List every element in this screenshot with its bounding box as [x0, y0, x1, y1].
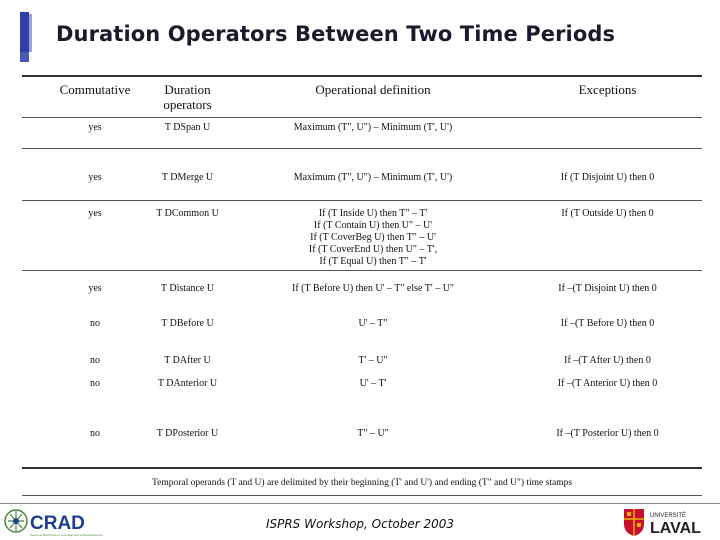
cell-operator: T DAfter U	[164, 355, 211, 366]
cell-definition: If (T Before U) then U' – T" else T' – U…	[258, 283, 488, 295]
cell-commutative: yes	[88, 172, 102, 183]
header-duration-operators-line2: operators	[163, 97, 212, 112]
cell-exception: If –(T Before U) then 0	[560, 318, 655, 329]
cell-operator: T DSpan U	[164, 122, 211, 133]
footnote: Temporal operands (T and U) are delimite…	[151, 478, 573, 488]
cell-commutative: no	[90, 378, 100, 389]
definition-line: Maximum (T", U") – Minimum (T', U')	[293, 172, 453, 183]
workshop-label: ISPRS Workshop, October 2003	[265, 517, 455, 531]
cell-commutative: no	[90, 428, 100, 439]
definition-line: T' – U"	[358, 355, 388, 366]
crad-emblem-icon	[4, 509, 28, 533]
cell-operator: T DCommon U	[156, 208, 219, 219]
cell-definition: T" – U"	[258, 428, 488, 440]
definition-line: If (T Inside U) then T" – T'	[318, 208, 428, 219]
definition-line: T" – U"	[357, 428, 389, 439]
cell-commutative: no	[90, 318, 100, 329]
crad-logo: CRAD Centre de Recherche en Aménagement …	[4, 509, 103, 537]
cell-definition: Maximum (T", U") – Minimum (T', U')	[258, 122, 488, 134]
cell-exception: If (T Outside U) then 0	[561, 208, 654, 219]
title-accent-shadow	[29, 14, 32, 52]
laval-logo-top: UNIVERSITÉ	[650, 512, 686, 519]
cell-commutative: yes	[88, 122, 102, 133]
header-exceptions: Exceptions	[578, 82, 637, 97]
definition-line: If (T Contain U) then U" – U'	[313, 220, 433, 231]
header-duration-operators: Duration operators	[140, 82, 235, 112]
footer-divider	[0, 503, 720, 504]
laval-logo-main: LAVAL	[650, 520, 701, 537]
crad-logo-subtext: Centre de Recherche en Aménagement et Dé…	[30, 533, 103, 537]
row-rule	[22, 148, 702, 149]
definition-line: Maximum (T", U") – Minimum (T', U')	[293, 122, 453, 133]
cell-definition: Maximum (T", U") – Minimum (T', U')	[258, 172, 488, 184]
cell-definition: U' – T'	[258, 378, 488, 390]
cell-operator: T DPosterior U	[156, 428, 219, 439]
crad-logo-text: CRAD	[30, 513, 85, 534]
title-accent-bar	[20, 12, 29, 52]
cell-exception: If –(T After U) then 0	[564, 355, 651, 366]
cell-commutative: yes	[88, 208, 102, 219]
cell-definition: If (T Inside U) then T" – T' If (T Contai…	[258, 208, 488, 268]
row-rule	[22, 200, 702, 201]
table-top-rule	[22, 75, 702, 77]
cell-commutative: no	[90, 355, 100, 366]
cell-commutative: yes	[88, 283, 102, 294]
cell-definition: T' – U"	[258, 355, 488, 367]
footnote-rule	[22, 495, 702, 496]
definition-line: U' – T'	[359, 378, 387, 389]
page-title: Duration Operators Between Two Time Peri…	[56, 22, 616, 46]
laval-crest-icon	[624, 509, 644, 536]
header-operational-definition: Operational definition	[315, 82, 431, 97]
definition-line: If (T Before U) then U' – T" else T' – U…	[291, 283, 454, 294]
cell-exception: If (T Disjoint U) then 0	[560, 172, 655, 183]
cell-operator: T DAnterior U	[157, 378, 218, 389]
definition-line: If (T CoverBeg U) then T" – U'	[310, 232, 436, 243]
definition-line: If (T Equal U) then T" – T'	[319, 256, 427, 267]
table-bottom-rule	[22, 467, 702, 469]
cell-exception: If –(T Posterior U) then 0	[556, 428, 659, 439]
definition-line: U' – T"	[358, 318, 388, 329]
title-accent-extension	[20, 52, 29, 62]
cell-exception: If –(T Disjoint U) then 0	[558, 283, 657, 294]
laval-logo: UNIVERSITÉ LAVAL	[624, 509, 701, 537]
header-commutative: Commutative	[59, 82, 131, 97]
cell-operator: T DBefore U	[161, 318, 214, 329]
header-duration-operators-line1: Duration	[164, 82, 211, 97]
definition-line: If (T CoverEnd U) then U" – T',	[308, 244, 438, 255]
cell-operator: T Distance U	[160, 283, 215, 294]
cell-exception: If –(T Anterior U) then 0	[557, 378, 658, 389]
cell-definition: U' – T"	[258, 318, 488, 330]
header-rule	[22, 117, 702, 118]
row-rule	[22, 270, 702, 271]
cell-operator: T DMerge U	[161, 172, 214, 183]
